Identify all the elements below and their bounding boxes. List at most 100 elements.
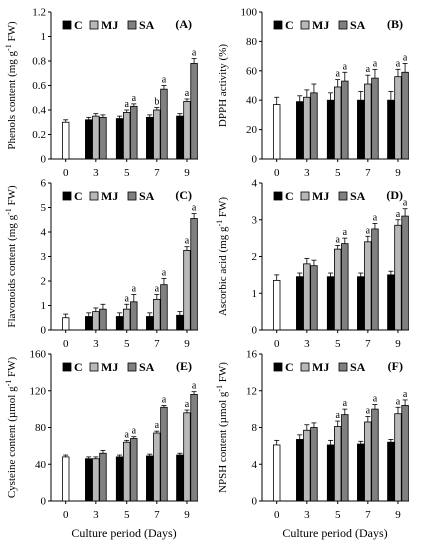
legend-MJ-label: MJ	[101, 18, 118, 32]
bar-MJ	[303, 96, 311, 160]
bar-C	[387, 441, 395, 502]
significance-label: a	[403, 198, 408, 209]
bar-MJ	[92, 311, 100, 331]
bar-SA	[160, 284, 168, 331]
legend-MJ-label: MJ	[312, 18, 329, 32]
significance-label: a	[162, 268, 167, 279]
y-tick-label: 4	[252, 178, 258, 190]
significance-label: a	[192, 48, 197, 59]
panel-label: (B)	[387, 17, 403, 31]
bar-C	[115, 118, 124, 160]
significance-label: a	[373, 394, 378, 405]
y-axis-title-sup: -1	[4, 208, 13, 215]
y-axis-title: Flavonoids content (mg g-1 FW)	[4, 185, 18, 328]
y-tick-label: 8	[252, 422, 258, 434]
legend-MJ-swatch	[300, 362, 310, 372]
significance-label: a	[124, 99, 129, 110]
significance-label: a	[396, 58, 401, 69]
panel-label: (F)	[388, 359, 403, 373]
legend-MJ-label: MJ	[101, 189, 118, 203]
legend-MJ-label: MJ	[312, 360, 329, 374]
bar-C	[146, 316, 154, 331]
y-tick-label: 2	[252, 251, 258, 263]
legend-C-swatch	[273, 362, 283, 372]
x-tick-label: 0	[63, 167, 69, 179]
legend-C-label: C	[74, 18, 83, 32]
panel-label: (C)	[175, 188, 192, 202]
legend-C-label: C	[285, 189, 294, 203]
bar-MJ	[123, 441, 131, 502]
bar-C	[326, 276, 335, 331]
y-tick-label: 0	[252, 154, 258, 166]
legend-C-swatch	[273, 191, 283, 201]
y-tick-label: 160	[30, 349, 47, 361]
bar-MJ	[303, 429, 311, 502]
bar-SA	[160, 88, 168, 160]
significance-label: a	[192, 381, 197, 392]
bar-SA	[130, 105, 138, 160]
x-tick-label: 5	[124, 338, 130, 350]
y-tick-label: 120	[30, 385, 47, 397]
significance-label: a	[335, 69, 340, 80]
significance-label: a	[192, 203, 197, 214]
bar-MJ	[123, 308, 131, 331]
x-axis-title: Culture period (Days)	[71, 526, 176, 540]
bar-MJ	[183, 249, 191, 331]
bar-SA	[310, 427, 318, 502]
significance-label: a	[124, 293, 129, 304]
bar-MJ	[394, 224, 402, 331]
bar-C	[326, 99, 335, 160]
bar-MJ	[364, 241, 372, 331]
x-tick-label: 0	[274, 167, 280, 179]
y-axis-title-tail: FW)	[217, 362, 229, 385]
y-tick-label: 0	[41, 325, 47, 337]
bar-SA	[190, 394, 198, 502]
x-tick-label: 5	[124, 167, 130, 179]
x-tick-label: 7	[154, 338, 160, 350]
x-tick-label: 0	[63, 338, 69, 350]
x-tick-label: 7	[154, 167, 160, 179]
bar-day0	[62, 456, 70, 502]
x-tick-label: 3	[304, 509, 310, 521]
y-axis-title-tail: FW)	[6, 357, 18, 380]
bar-MJ	[364, 83, 372, 160]
significance-label: a	[343, 61, 348, 72]
y-axis-title-sup: -1	[215, 385, 224, 392]
significance-label: a	[373, 58, 378, 69]
significance-label: a	[162, 75, 167, 86]
x-tick-label: 0	[274, 509, 280, 521]
significance-label: a	[403, 389, 408, 400]
y-axis-title-tail: FW)	[6, 185, 18, 208]
panel-label: (A)	[175, 17, 192, 31]
significance-label: a	[132, 93, 137, 104]
y-tick-label: 0	[252, 325, 258, 337]
legend-C-label: C	[285, 360, 294, 374]
bar-C	[176, 314, 184, 331]
bar-day0	[62, 317, 70, 331]
y-axis-title-text: Cysteine content (µmol g	[6, 386, 18, 498]
x-tick-label: 9	[395, 167, 401, 179]
x-axis-title: Culture period (Days)	[282, 526, 387, 540]
y-tick-label: 6	[41, 178, 47, 190]
bar-MJ	[394, 76, 402, 160]
legend-MJ-label: MJ	[101, 360, 118, 374]
bar-C	[387, 274, 395, 331]
legend-SA-label: SA	[350, 360, 366, 374]
y-tick-label: 40	[246, 95, 258, 107]
y-tick-label: 0.6	[32, 80, 46, 92]
legend-MJ-swatch	[89, 191, 99, 201]
y-axis-title-text: Ascorbic acid (mg g	[217, 226, 229, 316]
chart-panel-3: 0 1 2 3 4 0 3 5 7 9 Ascorbic acid (mg g-1 FW) (D) C M…	[215, 178, 409, 350]
y-axis-title-text: Flavonoids content (mg g	[6, 214, 18, 327]
legend-SA-swatch	[127, 362, 137, 372]
x-tick-label: 5	[335, 167, 341, 179]
panel-label: (D)	[386, 188, 403, 202]
y-tick-label: 0.4	[32, 105, 46, 117]
legend-SA-label: SA	[139, 189, 155, 203]
y-axis-title-text: Phenols content (mg g	[6, 50, 18, 149]
chart-panel-1: 0 20 40 60 80 100 0 3 5 7 9 DPPH activity (%) (B) C MJ…	[217, 7, 409, 179]
x-tick-label: 7	[365, 167, 371, 179]
y-tick-label: 2	[41, 276, 47, 288]
bar-day0	[272, 104, 281, 160]
